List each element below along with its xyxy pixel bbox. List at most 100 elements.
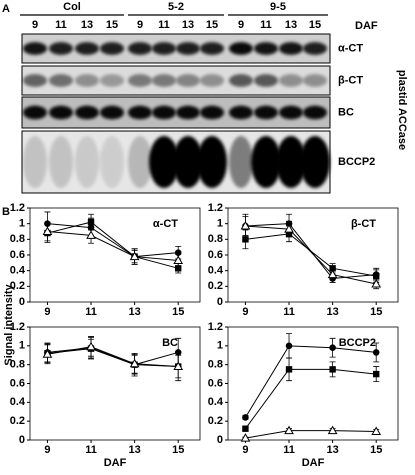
lane-label: 13: [182, 19, 194, 31]
point: [129, 251, 140, 261]
point: [327, 425, 338, 435]
point: [86, 341, 96, 351]
y-tick-label: 0.4: [10, 265, 26, 277]
y-tick-label: 0.6: [208, 377, 223, 389]
y-tick-label: 1.2: [10, 202, 25, 214]
chart-title: BCCP2: [339, 337, 376, 349]
y-tick-label: 0.2: [10, 280, 25, 292]
series-line: [47, 346, 179, 368]
blot-band: [152, 42, 176, 55]
x-tick-label: 11: [85, 444, 97, 456]
lane-label: 15: [309, 19, 321, 31]
blot-band: [75, 135, 99, 189]
y-tick-label: 0.2: [10, 415, 25, 427]
point: [285, 342, 293, 350]
blot-band: [23, 42, 47, 55]
blot-band: [149, 135, 179, 189]
chart-title: α-CT: [153, 218, 178, 230]
y-tick-label: 1: [19, 218, 25, 230]
lane-label: 13: [285, 19, 297, 31]
y-tick-label: 0: [19, 434, 25, 446]
x-tick-label: 15: [370, 306, 382, 318]
y-tick-label: 0.6: [10, 377, 25, 389]
x-tick-label: 11: [283, 444, 295, 456]
y-tick-label: 0.8: [10, 233, 25, 245]
row-label: β-CT: [338, 74, 363, 86]
blot-band: [229, 42, 253, 55]
y-tick-label: 0.8: [10, 359, 25, 371]
y-tick-label: 1.2: [208, 321, 223, 333]
y-tick-label: 0.4: [10, 396, 26, 408]
blot-band: [128, 135, 152, 189]
blot-band: [75, 105, 99, 120]
blot-band: [303, 42, 327, 55]
lane-label: 9: [238, 19, 244, 31]
blot-band: [23, 105, 47, 120]
series-line: [47, 223, 179, 258]
point: [173, 255, 184, 264]
blot-band: [303, 74, 327, 87]
point: [329, 265, 336, 272]
point: [86, 230, 96, 239]
x-tick-label: 13: [326, 444, 338, 456]
blot-band: [75, 42, 99, 55]
blot-band: [197, 135, 227, 189]
y-tick-label: 0.2: [208, 280, 223, 292]
row-label: BCCP2: [338, 156, 375, 168]
y-tick-label: 0.8: [208, 233, 223, 245]
y-tick-label: 0.8: [208, 359, 223, 371]
group-label: 9-5: [270, 1, 286, 13]
chart-title: β-CT: [351, 218, 376, 230]
point: [373, 370, 380, 378]
y-tick-label: 1: [217, 340, 223, 352]
y-tick-label: 0.2: [208, 415, 223, 427]
series-line: [47, 231, 179, 261]
blot-band: [49, 42, 73, 55]
y-tick-label: 0.6: [208, 249, 223, 261]
y-tick-label: 1.2: [208, 202, 223, 214]
point: [240, 433, 251, 442]
blot-band: [75, 74, 99, 87]
blot-band: [279, 74, 303, 87]
point: [87, 218, 95, 226]
blot-band: [229, 105, 253, 120]
lane-label: 15: [106, 19, 118, 31]
y-tick-label: 0: [217, 296, 223, 308]
series-line: [245, 345, 377, 418]
blot-band: [128, 105, 152, 120]
series-line: [245, 225, 377, 285]
blot-band: [49, 105, 73, 120]
x-tick-label: 15: [172, 444, 184, 456]
group-label: Col: [63, 1, 81, 13]
point: [371, 426, 382, 436]
blot-band: [152, 105, 176, 120]
point: [284, 425, 294, 435]
blot-band: [100, 74, 124, 87]
blot-band: [279, 42, 303, 55]
series-line: [245, 368, 377, 429]
blot-band: [229, 135, 253, 189]
blot-band: [254, 42, 278, 55]
blot-band: [100, 135, 124, 189]
x-tick-label: 9: [242, 306, 248, 318]
y-tick-label: 1: [19, 340, 25, 352]
chart-title: BC: [162, 337, 178, 349]
x-tick-label: 15: [172, 306, 184, 318]
blot-band: [200, 105, 224, 120]
x-tick-label: 9: [44, 444, 50, 456]
blot-band: [176, 74, 200, 87]
point: [242, 236, 249, 243]
blot-band: [49, 74, 73, 87]
row-label: α-CT: [338, 42, 363, 54]
blot-band: [23, 135, 47, 189]
blot-band: [176, 105, 200, 120]
panel-label: B: [2, 206, 10, 218]
blot-band: [49, 135, 73, 189]
blot-band: [100, 42, 124, 55]
lane-label: 9: [137, 19, 143, 31]
side-label: plastid ACCase: [396, 70, 408, 150]
y-axis-label: Signal intensity: [3, 283, 15, 365]
row-label: BC: [338, 106, 354, 118]
blot-axis-label: DAF: [355, 20, 378, 32]
point: [175, 265, 182, 272]
